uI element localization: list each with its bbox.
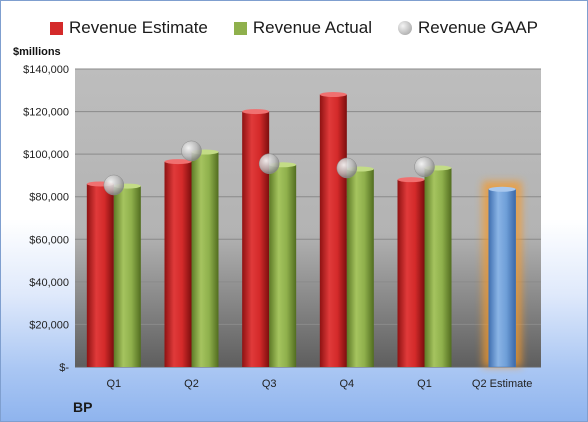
y-tick-label: $140,000	[23, 64, 69, 76]
bar-top	[319, 92, 347, 98]
legend-swatch-gaap	[397, 21, 412, 35]
bar-estimate	[164, 161, 192, 367]
y-tick-label: $40,000	[29, 277, 69, 289]
y-tick-label: $80,000	[29, 192, 69, 204]
bars	[86, 92, 522, 368]
bar-top	[488, 186, 516, 192]
bar-top	[397, 177, 425, 183]
legend-label-gaap: Revenue GAAP	[417, 18, 538, 37]
x-tick-label: Q2	[184, 378, 199, 390]
y-tick-label: $120,000	[23, 107, 69, 119]
bar-actual	[269, 164, 297, 367]
brand-label: BP	[73, 399, 93, 415]
bar-estimate-forecast	[488, 189, 516, 368]
bar-actual	[346, 169, 374, 367]
y-tick-label: $100,000	[23, 149, 69, 161]
y-tick-label: $20,000	[29, 319, 69, 331]
bar-top	[164, 159, 192, 165]
gaap-marker	[258, 153, 280, 174]
legend-label-estimate: Revenue Estimate	[68, 18, 208, 37]
bar-actual	[424, 167, 452, 367]
bar-actual	[113, 186, 141, 367]
legend-swatch-estimate	[49, 21, 63, 35]
x-axis: Q1 Q2 Q3 Q4 Q1 Q2 Estimate	[106, 378, 532, 390]
plot-area	[75, 69, 541, 367]
legend-swatch-actual	[233, 21, 247, 35]
legend-item-gaap: Revenue GAAP	[397, 18, 538, 38]
legend: Revenue Estimate Revenue Actual Revenue …	[1, 18, 587, 38]
x-tick-label: Q1	[417, 378, 432, 390]
y-tick-label: $60,000	[29, 234, 69, 246]
x-tick-label: Q3	[262, 378, 277, 390]
bar-actual	[191, 152, 219, 367]
gaap-marker	[414, 156, 435, 178]
gridlines	[75, 68, 541, 368]
legend-label-actual: Revenue Actual	[252, 18, 372, 37]
bar-estimate	[242, 111, 270, 367]
unit-label: $millions	[13, 46, 61, 58]
y-tick-label: $-	[59, 362, 69, 374]
y-axis: $- $20,000 $40,000 $60,000 $80,000 $100,000 $1…	[23, 64, 69, 374]
gaap-markers	[103, 140, 435, 196]
gaap-marker	[103, 174, 125, 196]
legend-item-estimate: Revenue Estimate	[49, 18, 208, 38]
x-tick-label: Q2 Estimate	[472, 378, 533, 390]
x-tick-label: Q1	[106, 378, 121, 390]
gaap-marker	[336, 157, 358, 179]
bar-estimate	[319, 94, 347, 368]
x-tick-label: Q4	[339, 378, 354, 390]
legend-item-actual: Revenue Actual	[233, 18, 372, 38]
gaap-marker	[181, 140, 202, 162]
bar-estimate	[397, 179, 425, 367]
bar-top	[242, 109, 270, 115]
bar-estimate	[86, 183, 114, 367]
